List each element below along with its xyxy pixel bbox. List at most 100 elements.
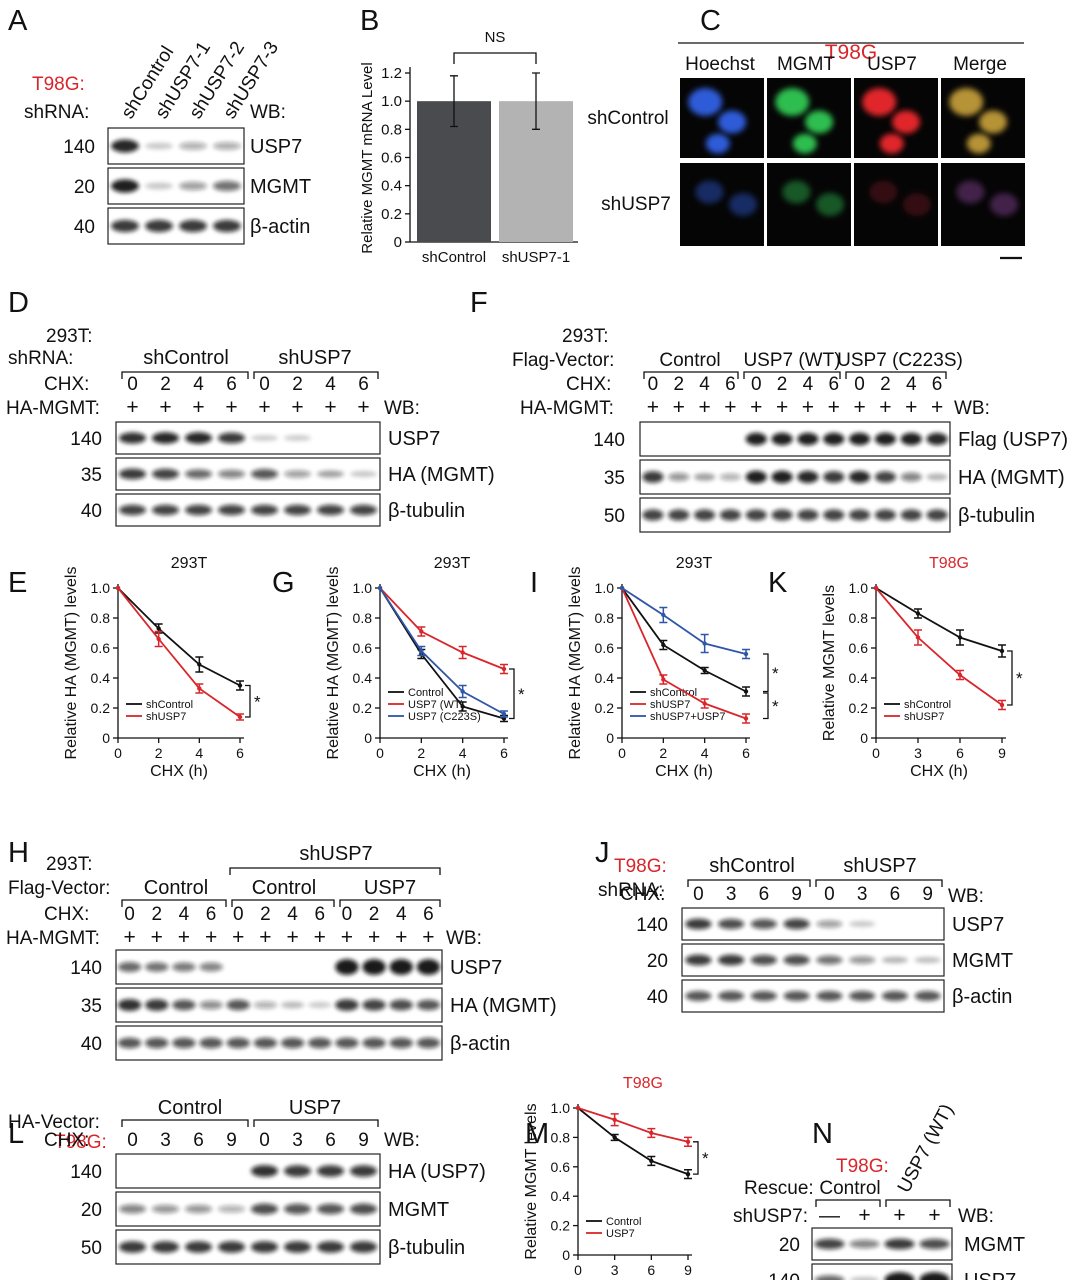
shrna-label: shRNA: xyxy=(8,348,73,369)
plus-sign: + xyxy=(853,396,865,419)
column-label: Hoechst xyxy=(685,54,755,75)
error-bar xyxy=(532,72,540,130)
blot-h-1-band xyxy=(172,962,196,972)
series-line xyxy=(577,1107,689,1143)
panel-letter-l: L xyxy=(8,1118,24,1150)
group-label: Control xyxy=(252,877,316,899)
time-label: 9 xyxy=(791,884,802,905)
blot-l-3-band xyxy=(184,1241,213,1253)
blot-f-2-band xyxy=(642,471,664,483)
x-tick-label: 0 xyxy=(114,745,122,761)
x-tick-label: 6 xyxy=(647,1262,655,1278)
blot-label-h: HA (MGMT) xyxy=(450,995,557,1017)
panel-letter-h: H xyxy=(8,837,29,869)
data-point xyxy=(743,716,749,721)
x-tick-label: 4 xyxy=(701,745,709,761)
blot-d-1-band xyxy=(250,435,279,441)
time-label: 9 xyxy=(358,1130,369,1151)
blot-label-a: MGMT xyxy=(250,176,311,198)
time-label: 4 xyxy=(193,374,204,395)
blot-f-2-band xyxy=(900,472,922,482)
data-point xyxy=(649,1130,654,1136)
y-tick-label: 0 xyxy=(102,730,110,746)
cell-line-label: T98G: xyxy=(32,74,85,95)
blot-f-2-band xyxy=(745,470,767,484)
wb-label: WB: xyxy=(446,928,482,949)
data-point xyxy=(460,704,465,709)
blot-d-3-band xyxy=(349,504,378,516)
mw-marker-d: 40 xyxy=(81,501,102,522)
data-point xyxy=(197,686,202,691)
vector-label: HA-Vector: xyxy=(8,1112,100,1133)
y-tick-label: 0.2 xyxy=(91,700,111,716)
legend-entry: shControl xyxy=(146,699,193,711)
plus-sign: + xyxy=(647,396,659,419)
series-line xyxy=(379,587,505,670)
time-label: 0 xyxy=(124,904,135,925)
blot-l-2-band xyxy=(184,1204,213,1214)
time-label: 0 xyxy=(854,374,865,395)
data-point xyxy=(156,626,161,631)
cell-nucleus xyxy=(966,133,991,154)
legend-entry: shControl xyxy=(904,699,951,711)
time-label: 6 xyxy=(423,904,434,925)
blot-l-3-band xyxy=(250,1241,279,1253)
time-label: 4 xyxy=(287,904,298,925)
plus-sign: + xyxy=(724,396,736,419)
chart-title: 293T xyxy=(171,555,208,572)
y-tick-label: 0.2 xyxy=(595,700,615,716)
time-label: 0 xyxy=(648,374,659,395)
blot-f-3-band xyxy=(771,509,793,521)
blot-h-3-band xyxy=(362,1037,386,1049)
mw-marker-f: 50 xyxy=(604,506,625,527)
panel-letter-b: B xyxy=(360,5,379,37)
plus-sign: + xyxy=(750,396,762,419)
blot-f-3-band xyxy=(693,509,716,521)
legend-entry: USP7 (WT) xyxy=(408,699,464,711)
blot-f-1-band xyxy=(926,432,948,446)
blot-h-3-band xyxy=(416,1037,441,1049)
significance-label: NS xyxy=(485,29,506,46)
group-label: Control xyxy=(144,877,208,899)
shrna-label: shRNA: xyxy=(598,880,663,901)
mw-marker-h: 40 xyxy=(81,1034,102,1055)
blot-a-2-band xyxy=(111,179,139,193)
y-tick-label: 1.0 xyxy=(849,580,869,596)
blot-h-2-band xyxy=(308,1001,332,1009)
blot-j-2-band xyxy=(849,956,876,964)
blot-n-1-band xyxy=(814,1238,845,1250)
sign-label: + xyxy=(928,1204,940,1227)
time-label: 3 xyxy=(726,884,737,905)
chart-title: T98G xyxy=(929,555,969,572)
plus-sign: + xyxy=(395,926,407,949)
mw-marker-f: 35 xyxy=(604,468,625,489)
plus-sign: + xyxy=(178,926,190,949)
blot-f-2-band xyxy=(693,473,716,481)
blot-label-f: β-tubulin xyxy=(958,505,1035,527)
blot-l-1-band xyxy=(250,1165,279,1177)
y-tick-label: 0.8 xyxy=(91,610,111,626)
mw-marker-h: 35 xyxy=(81,996,102,1017)
time-label: 2 xyxy=(260,904,271,925)
y-tick-label: 0 xyxy=(860,730,868,746)
blot-l-3-band xyxy=(118,1241,147,1253)
blot-d-2-band xyxy=(349,470,378,478)
blot-label-n: USP7 xyxy=(964,1270,1016,1280)
blot-j-3-band xyxy=(914,991,941,1001)
cell-nucleus xyxy=(792,133,817,154)
blot-d-2-band xyxy=(316,470,345,478)
time-label: 0 xyxy=(824,884,835,905)
wb-label: WB: xyxy=(250,102,286,123)
cell-nucleus xyxy=(979,110,1008,134)
time-label: 0 xyxy=(751,374,762,395)
blot-h-3-band xyxy=(199,1037,223,1049)
sign-label: — xyxy=(819,1204,840,1227)
blot-h-1-band xyxy=(335,959,359,975)
blot-label-n: MGMT xyxy=(964,1234,1025,1256)
blot-h-1-band xyxy=(145,962,169,972)
data-point xyxy=(743,689,749,694)
cell-nucleus xyxy=(718,110,747,134)
data-point xyxy=(957,635,963,640)
group-bracket xyxy=(231,899,335,907)
